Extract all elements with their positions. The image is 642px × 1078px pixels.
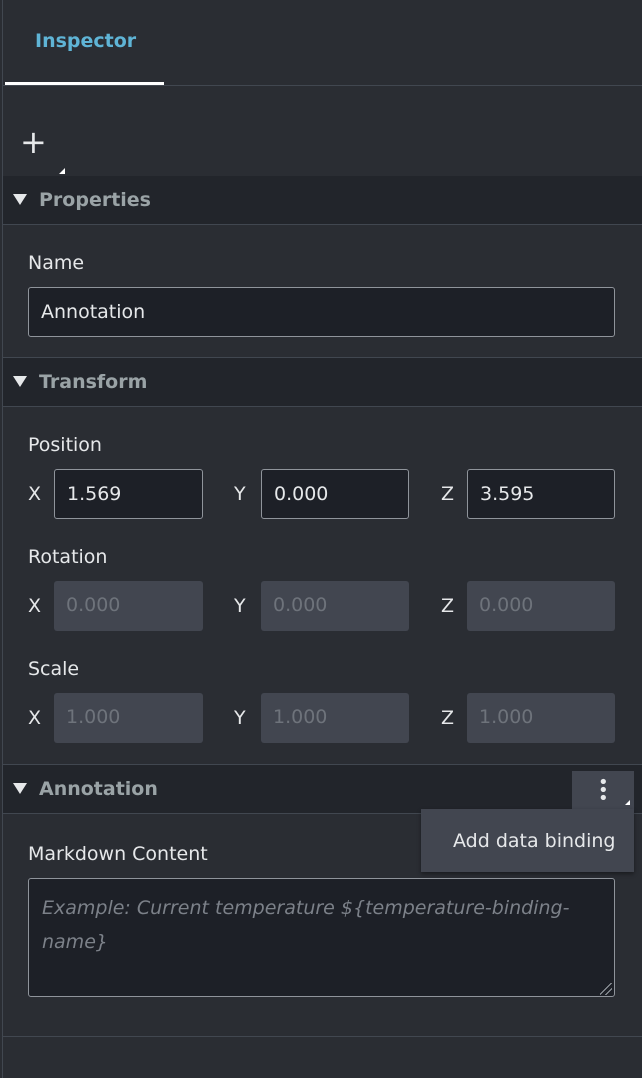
axis-label-z: Z [441,707,455,729]
scale-x-input: 1.000 [54,693,203,743]
axis-label-z: Z [441,595,455,617]
section-title: Transform [39,371,148,393]
divider [3,1036,642,1037]
scale-label: Scale [28,658,80,680]
menu-item-add-data-binding[interactable]: Add data binding [453,830,616,852]
section-header-transform[interactable]: Transform [3,358,642,407]
name-label: Name [28,252,85,274]
collapse-triangle-icon [13,194,27,205]
section-header-annotation[interactable]: Annotation [3,765,642,814]
position-x-input[interactable]: 1.569 [54,469,203,519]
add-component-button[interactable]: + [20,126,47,158]
axis-label-z: Z [441,483,455,505]
collapse-triangle-icon [13,376,27,387]
annotation-menu-dropdown: Add data binding [421,809,634,872]
section-title: Annotation [39,778,158,800]
panel-border [2,0,3,1078]
divider [3,357,642,358]
scale-y-input: 1.000 [261,693,409,743]
resize-handle-icon[interactable] [600,983,612,995]
markdown-content-label: Markdown Content [28,843,208,865]
more-vertical-icon: • • • [598,772,609,809]
plus-icon: + [20,123,47,161]
annotation-menu-button[interactable] [572,771,634,809]
axis-label-y: Y [234,483,246,505]
divider [3,764,642,765]
rotation-z-input: 0.000 [467,581,615,631]
section-title: Properties [39,189,151,211]
markdown-content-textarea[interactable]: Example: Current temperature ${temperatu… [28,878,615,997]
position-label: Position [28,434,102,456]
rotation-x-input: 0.000 [54,581,203,631]
tab-inspector[interactable]: Inspector [35,30,137,52]
rotation-y-input: 0.000 [261,581,409,631]
axis-label-y: Y [234,595,246,617]
active-tab-indicator [5,82,164,85]
axis-label-y: Y [234,707,246,729]
axis-label-x: X [28,707,42,729]
position-y-input[interactable]: 0.000 [261,469,409,519]
axis-label-x: X [28,595,42,617]
scale-z-input: 1.000 [467,693,615,743]
divider [3,85,642,86]
name-input[interactable] [28,287,615,337]
dropdown-caret-icon [625,800,630,805]
section-header-properties[interactable]: Properties [3,176,642,225]
collapse-triangle-icon [13,783,27,794]
dropdown-caret-icon [59,168,65,174]
axis-label-x: X [28,483,42,505]
position-z-input[interactable]: 3.595 [467,469,615,519]
rotation-label: Rotation [28,546,108,568]
